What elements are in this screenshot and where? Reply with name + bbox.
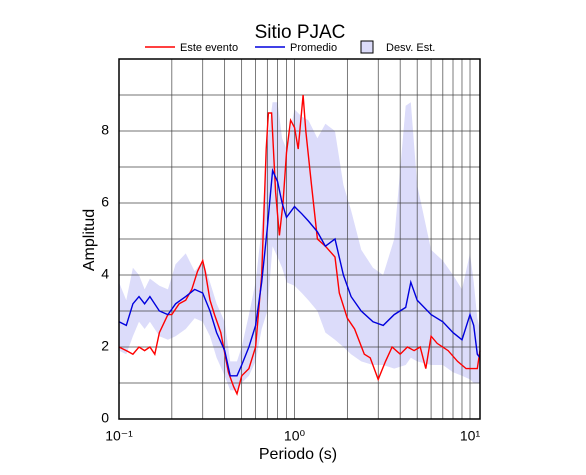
y-tick-label: 2 <box>101 338 109 354</box>
y-tick-label: 4 <box>101 266 109 282</box>
series-line <box>118 167 481 377</box>
legend-label: Este evento <box>180 42 238 54</box>
x-axis-label: Periodo (s) <box>259 446 337 463</box>
y-tick-label: 8 <box>101 122 109 138</box>
legend-swatch <box>360 40 374 54</box>
x-tick-label: 10⁰ <box>284 428 306 444</box>
x-tick-label: 10⁻¹ <box>105 428 133 444</box>
plot-frame <box>118 58 481 420</box>
series-line <box>118 94 481 396</box>
legend-label: Desv. Est. <box>386 42 435 54</box>
y-tick-label: 6 <box>101 194 109 210</box>
x-tick-label: 10¹ <box>460 428 481 444</box>
chart-title: Sitio PJAC <box>255 22 346 43</box>
legend-label: Promedio <box>290 42 337 54</box>
y-axis-label: Amplitud <box>81 209 98 271</box>
y-tick-label: 0 <box>101 410 109 426</box>
